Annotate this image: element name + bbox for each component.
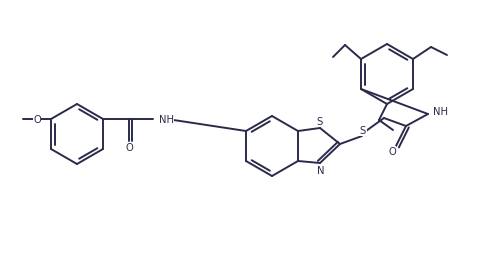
Text: S: S [360,125,366,135]
Text: O: O [33,115,41,124]
Text: O: O [388,146,396,156]
Text: NH: NH [159,115,174,124]
Text: S: S [317,117,323,126]
Text: N: N [317,165,325,175]
Text: NH: NH [433,107,448,117]
Text: O: O [125,142,133,152]
